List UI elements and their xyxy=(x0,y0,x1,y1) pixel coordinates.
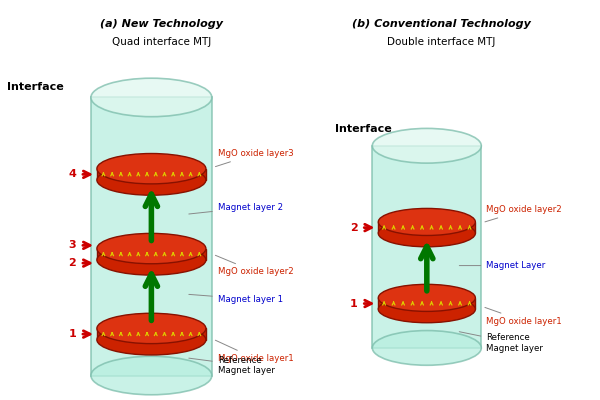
Ellipse shape xyxy=(97,233,206,264)
Ellipse shape xyxy=(97,313,206,344)
Text: Reference
Magnet layer: Reference Magnet layer xyxy=(189,356,275,375)
Text: 1: 1 xyxy=(68,329,76,339)
Ellipse shape xyxy=(97,154,206,184)
Text: (a) New Technology: (a) New Technology xyxy=(100,20,223,30)
Ellipse shape xyxy=(378,284,475,312)
Polygon shape xyxy=(97,328,206,340)
Text: MgO oxide layer1: MgO oxide layer1 xyxy=(485,308,562,326)
Text: 2: 2 xyxy=(350,223,358,233)
Text: (b) Conventional Technology: (b) Conventional Technology xyxy=(352,20,531,30)
Text: Quad interface MTJ: Quad interface MTJ xyxy=(112,37,211,47)
Ellipse shape xyxy=(97,324,206,355)
Text: MgO oxide layer2: MgO oxide layer2 xyxy=(485,205,562,222)
Text: Double interface MTJ: Double interface MTJ xyxy=(388,37,496,47)
Ellipse shape xyxy=(378,208,475,236)
Text: MgO oxide layer3: MgO oxide layer3 xyxy=(215,149,293,167)
Polygon shape xyxy=(378,298,475,309)
Text: Interface: Interface xyxy=(7,82,64,92)
Ellipse shape xyxy=(373,330,481,365)
Text: Magnet Layer: Magnet Layer xyxy=(460,261,545,270)
Ellipse shape xyxy=(373,128,481,163)
Text: Magnet layer 1: Magnet layer 1 xyxy=(189,294,283,304)
Ellipse shape xyxy=(378,220,475,247)
Text: 4: 4 xyxy=(68,169,76,179)
Text: 1: 1 xyxy=(350,298,358,308)
Ellipse shape xyxy=(97,165,206,195)
Ellipse shape xyxy=(97,245,206,275)
Polygon shape xyxy=(97,248,206,260)
Polygon shape xyxy=(378,222,475,233)
Text: MgO oxide layer2: MgO oxide layer2 xyxy=(215,255,293,276)
Text: 3: 3 xyxy=(68,240,76,250)
Text: Reference
Magnet layer: Reference Magnet layer xyxy=(459,332,543,353)
Text: MgO oxide layer1: MgO oxide layer1 xyxy=(215,340,293,363)
Ellipse shape xyxy=(378,296,475,323)
Text: 2: 2 xyxy=(68,258,76,268)
Ellipse shape xyxy=(91,356,212,395)
Polygon shape xyxy=(373,146,481,348)
Polygon shape xyxy=(91,98,212,376)
Text: Interface: Interface xyxy=(335,124,391,134)
Polygon shape xyxy=(97,169,206,180)
Ellipse shape xyxy=(91,78,212,117)
Text: Magnet layer 2: Magnet layer 2 xyxy=(189,203,283,214)
